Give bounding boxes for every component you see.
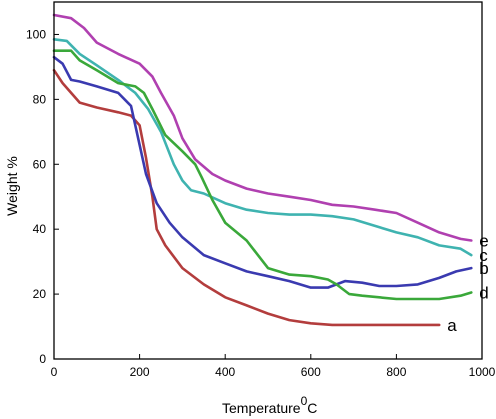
x-axis-title-superscript: 0 bbox=[301, 394, 308, 408]
x-tick-label: 200 bbox=[130, 365, 150, 379]
x-tick-label: 0 bbox=[51, 365, 58, 379]
plot-frame bbox=[53, 1, 483, 360]
series-line-e bbox=[52, 13, 473, 242]
x-axis-title-unit: C bbox=[307, 400, 317, 416]
series-line-c bbox=[52, 38, 473, 257]
axis-ticks: 0 200 400 600 800 1000 0 20 40 60 80 100 bbox=[26, 27, 496, 379]
x-axis-title: Temperature0C bbox=[222, 394, 317, 416]
x-tick-label: 600 bbox=[301, 365, 321, 379]
y-tick-label: 80 bbox=[33, 92, 47, 106]
series-line-d bbox=[52, 49, 473, 301]
series-lines bbox=[52, 13, 473, 327]
series-label-d: d bbox=[479, 283, 488, 302]
y-tick-label: 20 bbox=[33, 287, 47, 301]
series-labels: a bcd e bbox=[447, 232, 489, 335]
y-tick-label: 40 bbox=[33, 222, 47, 236]
series-label-e: e bbox=[479, 232, 488, 251]
x-tick-label: 400 bbox=[215, 365, 235, 379]
y-axis-title: Weight % bbox=[4, 156, 20, 216]
series-label-b: b bbox=[479, 259, 488, 278]
series-label-a: a bbox=[447, 316, 457, 335]
y-tick-label: 0 bbox=[39, 352, 46, 366]
x-tick-label: 800 bbox=[386, 365, 406, 379]
y-tick-label: 60 bbox=[33, 157, 47, 171]
x-tick-label: 1000 bbox=[469, 365, 496, 379]
x-axis-title-main: Temperature bbox=[222, 400, 301, 416]
series-line-a bbox=[52, 68, 441, 327]
series-label-c: c bbox=[479, 246, 488, 265]
series-line-b bbox=[52, 55, 473, 289]
y-tick-label: 100 bbox=[26, 27, 46, 41]
